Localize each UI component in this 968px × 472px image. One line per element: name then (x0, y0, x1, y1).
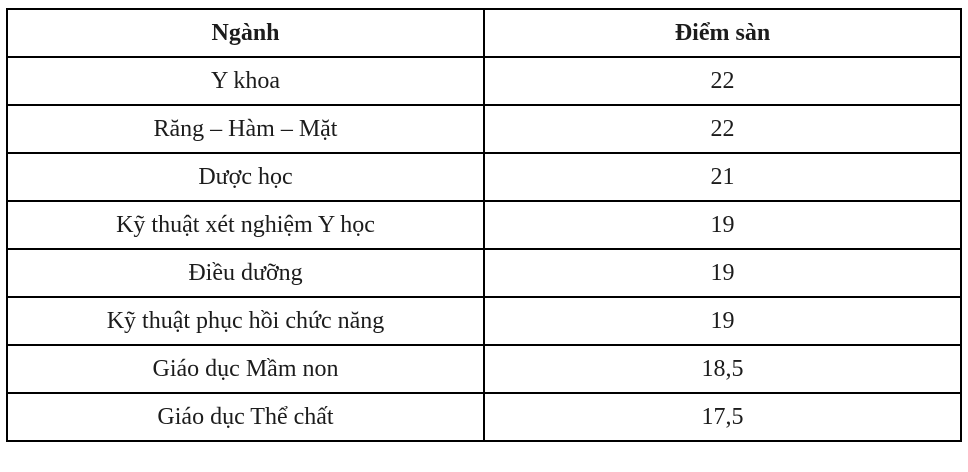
table-row: Giáo dục Thể chất 17,5 (6, 392, 962, 442)
table-row: Kỹ thuật phục hồi chức năng 19 (6, 296, 962, 346)
major-cell: Y khoa (6, 56, 485, 106)
column-header-major: Ngành (6, 8, 485, 58)
table-row: Y khoa 22 (6, 56, 962, 106)
score-cell: 22 (483, 104, 962, 154)
score-cell: 21 (483, 152, 962, 202)
table-body: Y khoa 22 Răng – Hàm – Mặt 22 Dược học 2… (6, 56, 962, 442)
score-cell: 19 (483, 248, 962, 298)
major-cell: Kỹ thuật phục hồi chức năng (6, 296, 485, 346)
header-row: Ngành Điểm sàn (6, 8, 962, 58)
major-cell: Giáo dục Mầm non (6, 344, 485, 394)
major-cell: Giáo dục Thể chất (6, 392, 485, 442)
table-row: Kỹ thuật xét nghiệm Y học 19 (6, 200, 962, 250)
column-header-score: Điểm sàn (483, 8, 962, 58)
table-row: Dược học 21 (6, 152, 962, 202)
major-cell: Dược học (6, 152, 485, 202)
table-row: Giáo dục Mầm non 18,5 (6, 344, 962, 394)
admission-scores-table: Ngành Điểm sàn Y khoa 22 Răng – Hàm – Mặ… (6, 8, 962, 442)
table-container: Ngành Điểm sàn Y khoa 22 Răng – Hàm – Mặ… (6, 8, 962, 442)
score-cell: 19 (483, 200, 962, 250)
major-cell: Điều dưỡng (6, 248, 485, 298)
score-cell: 19 (483, 296, 962, 346)
table-row: Răng – Hàm – Mặt 22 (6, 104, 962, 154)
score-cell: 22 (483, 56, 962, 106)
table-row: Điều dưỡng 19 (6, 248, 962, 298)
major-cell: Kỹ thuật xét nghiệm Y học (6, 200, 485, 250)
score-cell: 17,5 (483, 392, 962, 442)
score-cell: 18,5 (483, 344, 962, 394)
major-cell: Răng – Hàm – Mặt (6, 104, 485, 154)
